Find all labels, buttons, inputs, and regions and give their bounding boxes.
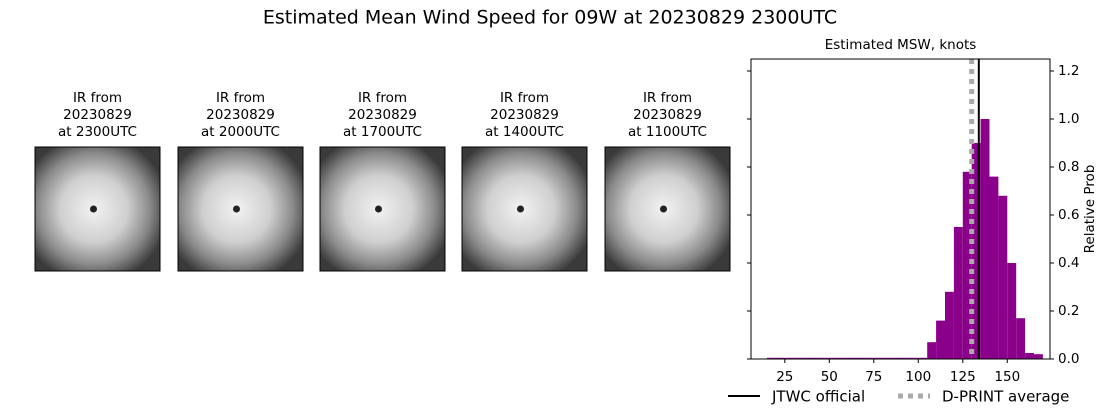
panel-caption: at 1400UTC <box>485 124 564 140</box>
legend-label: D-PRINT average <box>942 388 1069 406</box>
bar <box>811 357 821 359</box>
bar <box>1007 263 1017 359</box>
chart-title: Estimated MSW, knots <box>825 37 977 53</box>
storm-eye <box>660 205 667 213</box>
bar <box>1016 318 1026 359</box>
y-axis-label: Relative Prob <box>1082 165 1098 254</box>
bar <box>784 357 794 359</box>
bar <box>980 119 990 359</box>
panel-caption: at 1700UTC <box>343 124 422 140</box>
ir-image <box>177 146 304 272</box>
ir-image <box>461 146 588 272</box>
x-tick-label: 150 <box>994 369 1020 385</box>
bar <box>864 357 874 359</box>
legend-label: JTWC official <box>771 388 865 406</box>
bar <box>962 171 972 359</box>
panel-caption: at 1100UTC <box>628 124 707 140</box>
bar <box>767 357 776 359</box>
storm-eye <box>233 205 240 213</box>
x-tick-label: 50 <box>821 369 838 385</box>
y-tick-label: 0.0 <box>1058 351 1079 367</box>
bar <box>971 143 981 359</box>
bar <box>838 357 848 359</box>
bar <box>847 357 857 359</box>
y-tick-label: 0.6 <box>1058 207 1079 223</box>
panel-caption: IR from <box>216 90 265 106</box>
panel-caption: at 2000UTC <box>201 124 280 140</box>
bar <box>918 357 928 359</box>
bar <box>793 357 803 359</box>
bar <box>1025 353 1034 359</box>
bar <box>953 227 963 359</box>
x-tick-label: 75 <box>865 369 882 385</box>
panel-caption: 20230829 <box>633 107 702 123</box>
ir-image <box>604 146 731 272</box>
bar <box>989 176 999 359</box>
bar <box>936 320 945 359</box>
bar <box>927 342 937 359</box>
figure-title: Estimated Mean Wind Speed for 09W at 202… <box>263 7 837 29</box>
y-tick-label: 1.2 <box>1058 63 1079 79</box>
panel-caption: IR from <box>73 90 122 106</box>
bar <box>900 357 910 359</box>
plot-frame <box>750 58 1051 360</box>
panel-caption: IR from <box>643 90 692 106</box>
y-tick-label: 0.4 <box>1058 255 1079 271</box>
storm-eye <box>375 205 382 213</box>
x-tick-label: 100 <box>905 369 931 385</box>
panel-caption: 20230829 <box>348 107 417 123</box>
panel-caption: 20230829 <box>206 107 275 123</box>
panel-caption: 20230829 <box>63 107 132 123</box>
y-tick-label: 0.8 <box>1058 159 1079 175</box>
bar <box>802 357 812 359</box>
x-tick-label: 125 <box>950 369 976 385</box>
x-tick-label: 25 <box>776 369 793 385</box>
bar <box>856 357 865 359</box>
storm-eye <box>517 205 524 213</box>
y-tick-label: 1.0 <box>1058 111 1079 127</box>
bar <box>775 357 785 359</box>
bar <box>829 357 839 359</box>
bar <box>998 195 1008 359</box>
panel-caption: IR from <box>500 90 549 106</box>
panel-caption: 20230829 <box>490 107 559 123</box>
bar <box>820 357 830 359</box>
bar <box>873 357 883 359</box>
bar <box>1033 354 1043 359</box>
storm-eye <box>90 205 97 213</box>
ir-image <box>34 146 161 272</box>
bar <box>891 357 901 359</box>
bar <box>909 357 919 359</box>
ir-image <box>319 146 446 272</box>
bar <box>882 357 892 359</box>
y-tick-label: 0.2 <box>1058 303 1079 319</box>
panel-caption: IR from <box>358 90 407 106</box>
bar <box>944 291 954 359</box>
panel-caption: at 2300UTC <box>58 124 137 140</box>
